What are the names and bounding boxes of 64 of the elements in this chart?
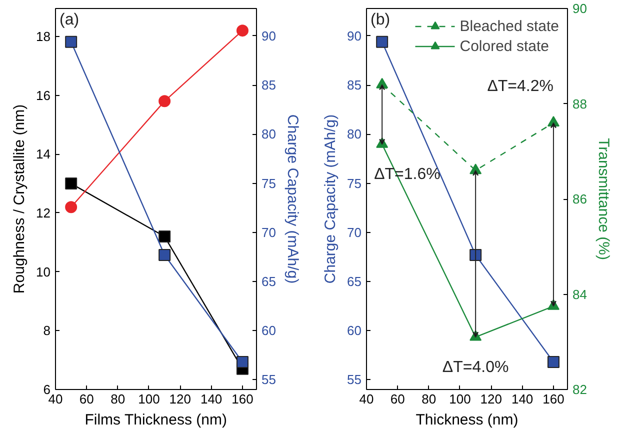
chart-title: (a): [60, 12, 80, 28]
x-tick-label: 100: [138, 392, 160, 406]
y2-tick-label: 90: [262, 28, 276, 44]
y-tick-label: 70: [347, 224, 362, 240]
y2-tick-label: 85: [262, 78, 276, 93]
x-tick-label: 140: [200, 392, 222, 406]
y2-tick-label: 65: [262, 274, 276, 289]
annotation: ΔT=4.2%: [487, 78, 554, 95]
y-tick-label: 85: [347, 78, 362, 93]
y-tick-label: 90: [347, 28, 362, 44]
y2-tick-label: 55: [262, 372, 276, 388]
point: [236, 356, 248, 368]
x-tick-label: 160: [232, 392, 254, 406]
x-tick-label: 140: [511, 392, 534, 406]
point: [158, 248, 171, 261]
y2-tick-label: 75: [262, 176, 276, 191]
point: [547, 356, 560, 368]
y2-tick-label: 70: [262, 224, 276, 240]
y-tick-label: 14: [36, 146, 51, 162]
y-tick-label: 18: [36, 28, 51, 44]
y-tick-label: 60: [347, 323, 362, 338]
y-tick-label: 55: [347, 372, 362, 388]
x-tick-label: 160: [542, 392, 564, 406]
y2-tick-label: 80: [262, 126, 276, 142]
y2-tick-label: 88: [572, 96, 587, 112]
point: [376, 36, 388, 48]
x-tick-label: 100: [449, 392, 471, 406]
y-axis-title: Charge Capacity (mAh/g): [322, 114, 340, 284]
y2-tick-label: 82: [572, 382, 587, 397]
point: [65, 36, 78, 48]
y-tick-label: 75: [347, 176, 362, 191]
x-tick-label: 60: [79, 392, 94, 406]
annotation: ΔT=4.0%: [442, 359, 509, 376]
y-tick-label: 10: [36, 264, 51, 280]
x-tick-label: 60: [390, 392, 405, 406]
x-tick-label: 80: [110, 392, 126, 406]
y-tick-label: 8: [43, 323, 51, 338]
y2-tick-label: 60: [262, 323, 276, 338]
x-tick-label: 120: [480, 392, 502, 406]
y-tick-label: 12: [36, 205, 51, 220]
legend-label: Bleached state: [460, 18, 559, 34]
legend-label: Colored state: [460, 38, 549, 54]
x-tick-label: 120: [169, 392, 192, 406]
point: [470, 248, 482, 261]
y2-tick-label: 90: [572, 1, 587, 16]
x-axis-title: Films Thickness (nm): [84, 412, 227, 428]
x-tick-label: 80: [422, 392, 436, 406]
point: [158, 230, 171, 243]
y-axis-title: Roughness / Crystallite (nm): [11, 104, 28, 294]
point: [65, 178, 78, 190]
y-tick-label: 80: [347, 126, 362, 142]
y2-axis-title: Charge Capacity (mAh/g): [284, 114, 301, 284]
chart-title: (b): [370, 12, 390, 28]
point: [158, 95, 171, 108]
point: [236, 24, 248, 37]
y-tick-label: 65: [347, 274, 362, 289]
y2-axis-title: Transmittance (%): [594, 138, 612, 260]
point: [65, 201, 78, 214]
y2-tick-label: 84: [572, 286, 587, 302]
x-axis-title: Thickness (nm): [416, 412, 518, 428]
y2-tick-label: 86: [572, 192, 587, 206]
y-tick-label: 16: [36, 88, 51, 103]
x-tick-label: 40: [359, 392, 374, 406]
y-tick-label: 6: [43, 382, 51, 397]
